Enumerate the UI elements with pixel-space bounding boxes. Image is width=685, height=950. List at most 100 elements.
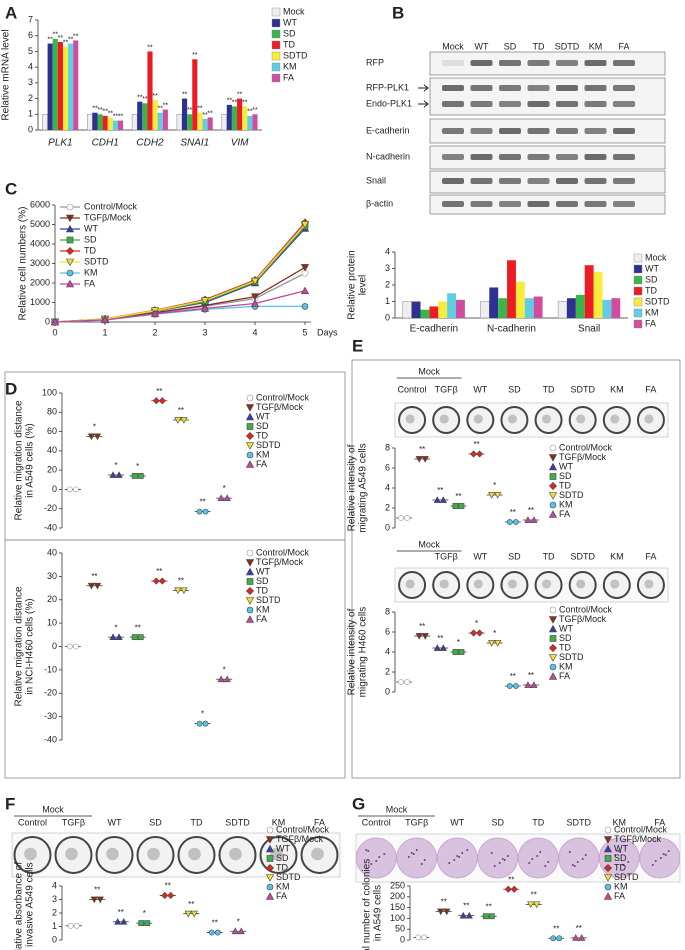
significance: ** — [437, 634, 443, 643]
legend-marker — [66, 269, 74, 277]
point — [476, 629, 484, 637]
point — [109, 471, 117, 478]
point — [533, 901, 541, 909]
point — [131, 634, 138, 641]
blot-row-label: Endo-PLK1 — [366, 98, 412, 108]
well-cells — [576, 579, 586, 589]
point — [72, 643, 79, 650]
well-label: TD — [191, 817, 203, 827]
x-tick-label: Snail — [578, 324, 600, 335]
y-tick-label: 100 — [42, 387, 57, 397]
blot-row-label: RFP-PLK1 — [366, 82, 409, 92]
legend-marker — [603, 844, 613, 853]
x-axis-label: Days — [317, 327, 338, 337]
well-cells — [229, 847, 242, 861]
colony — [528, 862, 531, 864]
blot-band — [613, 101, 635, 107]
point — [167, 891, 175, 899]
bar — [557, 301, 568, 319]
y-axis-label: in A549 cells — [373, 885, 384, 941]
blot-band — [470, 60, 493, 66]
legend-label: FA — [256, 614, 267, 624]
significance: ** — [178, 406, 184, 415]
legend-marker — [548, 492, 558, 500]
well-label: TD — [543, 551, 555, 561]
colony — [412, 853, 415, 855]
blot-band — [613, 60, 635, 66]
well-label: TD — [532, 817, 544, 827]
blot-band — [470, 85, 493, 91]
point — [66, 486, 73, 493]
colony — [627, 861, 630, 863]
legend-label: SD — [559, 471, 572, 481]
legend-marker — [245, 567, 255, 576]
point — [72, 486, 79, 493]
y-tick-label: 2 — [52, 907, 57, 917]
y-tick-label: 10 — [47, 618, 57, 628]
y-tick-label: 2 — [385, 502, 390, 512]
blot-band — [584, 128, 607, 134]
y-tick-label: 8 — [385, 442, 390, 452]
point — [465, 911, 473, 919]
point — [115, 471, 123, 478]
x-tick-label: 0 — [52, 327, 57, 337]
blot-band — [527, 178, 550, 184]
legend-label: TGFβ/Mock — [256, 402, 304, 412]
blot-band — [584, 85, 607, 91]
legend-label: TD — [614, 862, 626, 872]
well-label: SDTD — [225, 817, 250, 827]
legend-marker — [603, 836, 613, 844]
point — [250, 277, 260, 286]
legend-marker — [245, 597, 255, 605]
bar — [611, 298, 621, 318]
y-tick-label: 250 — [390, 880, 405, 890]
well — [432, 571, 461, 599]
well — [558, 837, 600, 879]
point — [137, 473, 144, 479]
bar — [176, 114, 183, 131]
point — [433, 496, 441, 503]
point — [152, 577, 160, 585]
well — [636, 406, 665, 434]
y-tick-label: 5000 — [30, 219, 50, 229]
legend-label: TD — [283, 39, 295, 49]
panel-label: F — [5, 794, 15, 813]
point — [237, 927, 245, 935]
panel-label: A — [5, 3, 17, 22]
bar — [237, 98, 243, 130]
y-tick-label: 4 — [28, 62, 33, 72]
y-tick-label: 0 — [52, 934, 57, 944]
y-tick-label: 50 — [395, 924, 405, 934]
well-cells — [507, 579, 517, 589]
y-tick-label: 200 — [390, 891, 405, 901]
legend-marker — [548, 510, 558, 518]
bar — [62, 46, 69, 130]
bar — [247, 115, 253, 130]
point — [152, 397, 160, 405]
lane-label: WT — [475, 41, 489, 51]
point — [144, 920, 151, 927]
colony — [664, 854, 667, 856]
legend-swatch — [271, 18, 281, 28]
colony — [466, 849, 469, 851]
blot-band — [499, 85, 521, 91]
point — [398, 679, 404, 685]
point — [572, 934, 580, 941]
significance: ** — [437, 486, 443, 495]
well-cells — [65, 847, 78, 861]
blot-band — [499, 178, 521, 184]
bar — [107, 117, 113, 130]
significance: ** — [455, 492, 461, 501]
legend-label: TGFβ/Mock — [559, 452, 607, 462]
colony — [619, 851, 622, 853]
y-tick-label: 20 — [47, 465, 57, 475]
legend-label: WT — [614, 843, 628, 853]
bar — [402, 301, 412, 319]
bar — [252, 114, 258, 130]
legend-label: Control/Mock — [256, 547, 310, 557]
significance: ** — [163, 102, 169, 109]
blot-band — [584, 101, 607, 107]
legend-label: TGFβ/Mock — [256, 557, 304, 567]
y-tick-label: 1 — [28, 109, 33, 119]
well — [534, 406, 563, 434]
